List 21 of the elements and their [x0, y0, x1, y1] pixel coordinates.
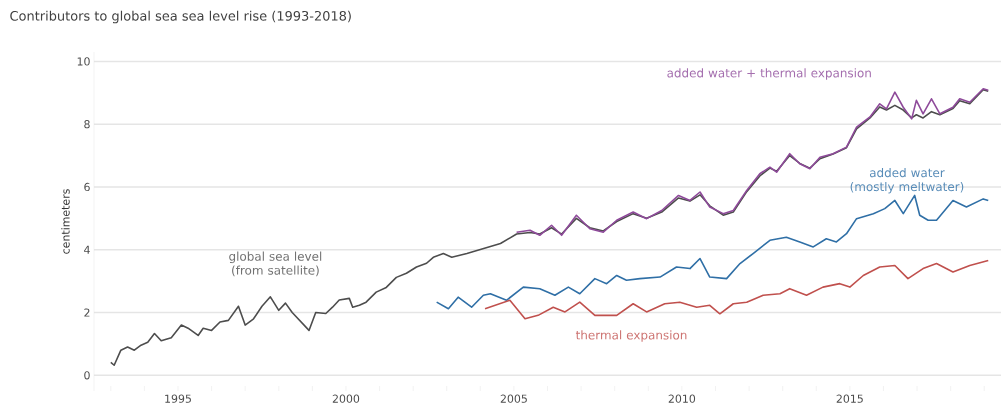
line-series — [110, 88, 990, 367]
chart-title: Contributors to global sea sea level rise (1993-2018) — [10, 10, 351, 24]
y-tick-label: 2 — [84, 308, 90, 317]
x-tick-label: 2000 — [332, 394, 360, 403]
x-tick-label: 2015 — [836, 394, 863, 403]
y-tick-label: 10 — [77, 57, 90, 66]
line-series — [515, 87, 990, 237]
series-label: added water (mostly meltwater) — [850, 167, 964, 194]
x-tick-label: 2005 — [500, 394, 527, 403]
y-tick-label: 0 — [84, 371, 90, 380]
y-tick-label: 4 — [84, 245, 90, 254]
y-tick-label: 6 — [84, 182, 90, 192]
y-tick-label: 8 — [84, 120, 90, 129]
text: global sea level (from satellite) — [229, 251, 322, 277]
series-label: thermal expansion — [575, 330, 687, 342]
x-tick-label: 1995 — [165, 394, 191, 403]
x-tick-label: 2010 — [668, 394, 696, 403]
line-series — [484, 259, 990, 320]
line-series — [435, 194, 990, 310]
text: added water + thermal expansion — [667, 68, 871, 80]
y-axis-title: centimeters — [61, 189, 70, 254]
